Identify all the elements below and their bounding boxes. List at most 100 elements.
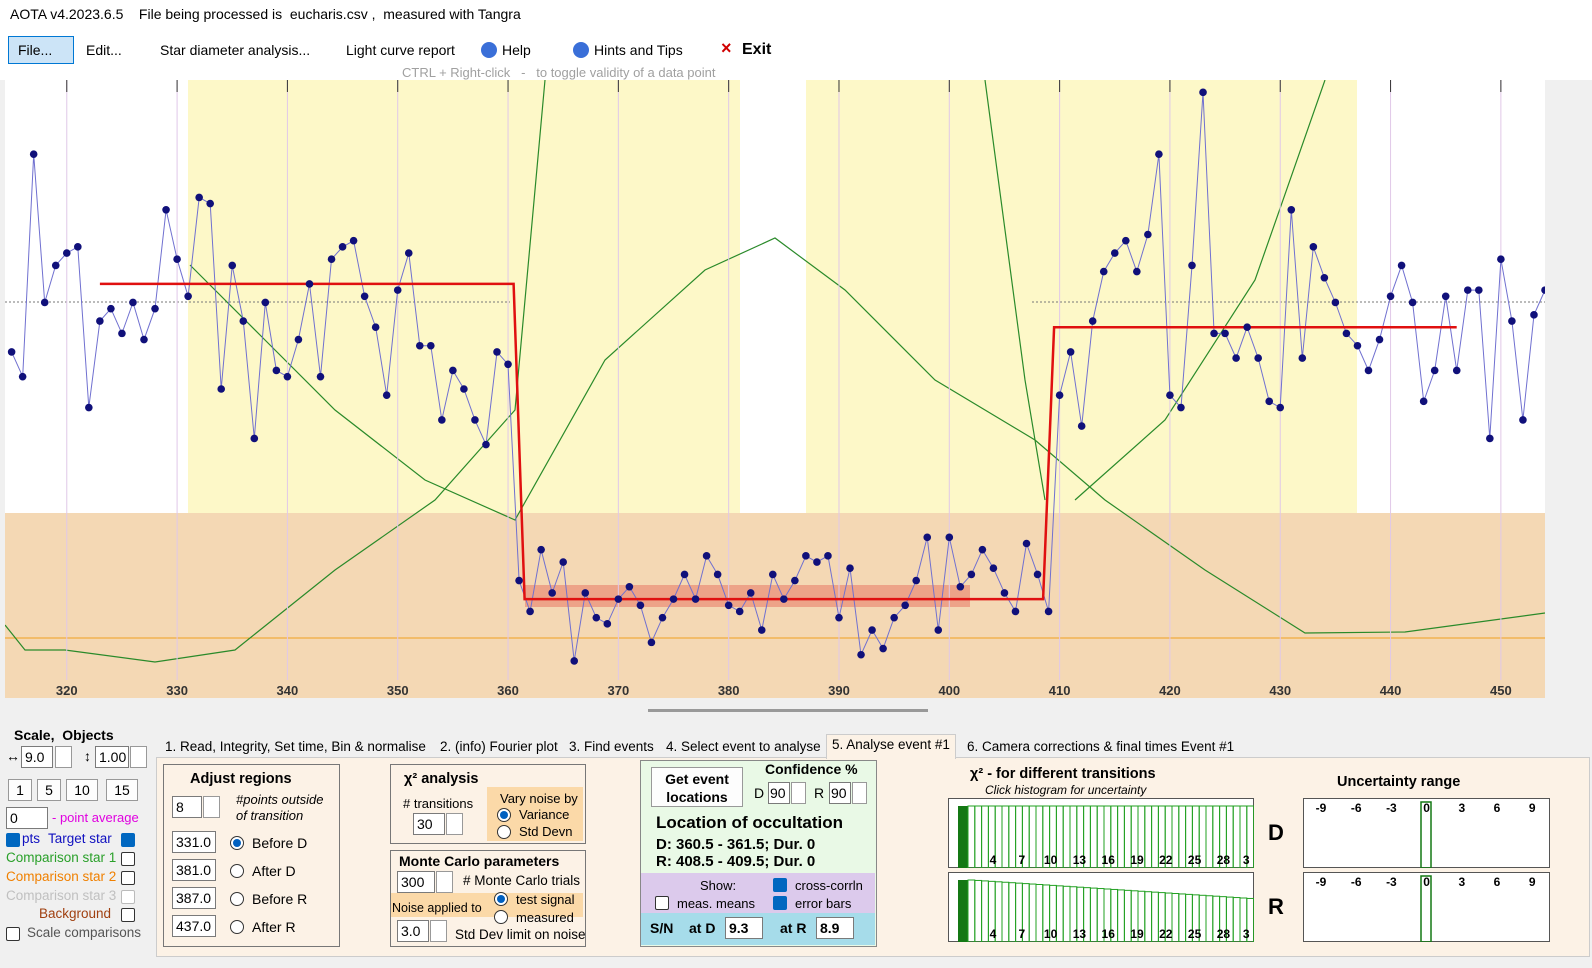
tab[interactable]: 1. Read, Integrity, Set time, Bin & norm… (165, 739, 426, 754)
radio[interactable] (230, 864, 244, 878)
data-point (1486, 434, 1494, 443)
r-location: R: 408.5 - 409.5; Dur. 0 (656, 853, 816, 870)
unc-label: -3 (1386, 875, 1397, 889)
checkbox[interactable] (121, 871, 135, 885)
limit-input[interactable]: 3.0 (397, 920, 429, 942)
get-locations-button[interactable]: Get event locations (651, 767, 743, 807)
points-input[interactable]: 8 (172, 796, 202, 818)
data-point (449, 366, 457, 375)
radio[interactable] (497, 825, 511, 839)
data-point (879, 644, 887, 653)
menu-item[interactable]: Hints and Tips (594, 42, 683, 58)
data-point (360, 292, 369, 301)
region-input[interactable]: 387.0 (172, 887, 216, 909)
radio[interactable] (494, 910, 508, 924)
data-point (548, 589, 556, 597)
radio[interactable] (494, 892, 508, 906)
checkbox[interactable] (121, 890, 135, 904)
spinner[interactable] (55, 746, 72, 768)
data-point (162, 205, 170, 214)
spinner[interactable] (203, 796, 220, 818)
sn-d-label: at D (689, 920, 716, 936)
histogram-r[interactable]: 4 7 10 13 16 19 22 25 28 3 (948, 872, 1254, 942)
hist-label: 13 (1073, 927, 1087, 941)
spinner[interactable] (791, 782, 806, 804)
spinner[interactable] (852, 782, 867, 804)
transitions-input[interactable]: 30 (413, 813, 445, 835)
trials-input[interactable]: 300 (397, 871, 435, 893)
region-input[interactable]: 381.0 (172, 859, 216, 881)
window-title: AOTA v4.2023.6.5 File being processed is… (10, 6, 521, 22)
checkbox[interactable] (6, 833, 20, 847)
tab[interactable]: 6. Camera corrections & final times Even… (967, 739, 1235, 754)
menu-item[interactable]: Light curve report (346, 42, 455, 58)
checkbox[interactable] (121, 852, 135, 866)
spinner[interactable] (436, 871, 453, 893)
histogram-d[interactable]: 4 7 10 13 16 19 22 25 28 3 (948, 798, 1254, 868)
tab-active[interactable]: 5. Analyse event #1 (826, 734, 956, 759)
sn-r-label: at R (780, 920, 807, 936)
scrollbar (648, 709, 928, 712)
data-point (945, 533, 954, 542)
checkbox[interactable] (121, 908, 135, 922)
correlation-curve (984, 80, 1046, 501)
menu-item[interactable]: Edit... (86, 42, 122, 58)
menu-item[interactable]: Exit (742, 41, 772, 58)
data-point (217, 385, 226, 393)
conf-r-input[interactable]: 90 (829, 782, 851, 804)
conf-d-input[interactable]: 90 (768, 782, 790, 804)
menu-item[interactable]: File... (18, 42, 53, 58)
tab[interactable]: 3. Find events (569, 739, 654, 754)
data-point (1265, 397, 1274, 406)
data-point (647, 638, 656, 647)
data-point (140, 335, 148, 344)
data-point (206, 199, 214, 208)
region-input[interactable]: 331.0 (172, 831, 216, 853)
x-tick-label: 350 (387, 683, 409, 698)
unc-frame (1303, 872, 1550, 942)
radio[interactable] (230, 892, 244, 906)
data-point (493, 348, 501, 356)
data-point (1077, 422, 1086, 430)
data-point (1463, 286, 1472, 294)
data-point (713, 570, 722, 579)
spinner[interactable] (446, 813, 463, 835)
region-input[interactable]: 437.0 (172, 915, 216, 937)
avg-button[interactable]: 15 (106, 779, 138, 801)
spinner[interactable] (130, 746, 147, 768)
spinner[interactable] (430, 920, 447, 942)
avg-button[interactable]: 10 (66, 779, 98, 801)
data-point (1430, 366, 1439, 375)
data-point (967, 570, 976, 579)
avg-button[interactable]: 1 (8, 779, 32, 801)
data-point (1386, 292, 1395, 301)
data-point (1287, 205, 1296, 214)
checkbox[interactable] (773, 896, 787, 910)
x-scale-input[interactable]: 9.0 (21, 746, 53, 768)
checkbox[interactable] (121, 833, 135, 847)
noise-panel (391, 893, 583, 917)
vary-label: Vary noise by (500, 791, 578, 806)
radio[interactable] (497, 808, 511, 822)
tab[interactable]: 4. Select event to analyse (666, 739, 821, 754)
avg-button[interactable]: 5 (37, 779, 61, 801)
y-scale-input[interactable]: 1.00 (95, 746, 129, 768)
radio[interactable] (230, 920, 244, 934)
checkbox[interactable] (773, 878, 787, 892)
data-point (1353, 341, 1362, 350)
hist-subtitle: Click histogram for uncertainty (985, 783, 1147, 797)
data-point (1541, 286, 1545, 294)
checkbox[interactable] (655, 896, 669, 910)
unc-label: 3 (1458, 875, 1465, 889)
menu-item[interactable]: Help (502, 42, 531, 58)
region-label: Before D (252, 835, 308, 851)
average-select[interactable]: 0 (6, 807, 48, 829)
region-label: Before R (252, 891, 308, 907)
tab[interactable]: 2. (info) Fourier plot (440, 739, 558, 754)
menu-item[interactable]: Star diameter analysis... (160, 42, 311, 58)
checkbox[interactable] (6, 927, 20, 941)
title-bar (0, 0, 1592, 30)
region-label: After D (252, 863, 296, 879)
radio[interactable] (230, 836, 244, 850)
